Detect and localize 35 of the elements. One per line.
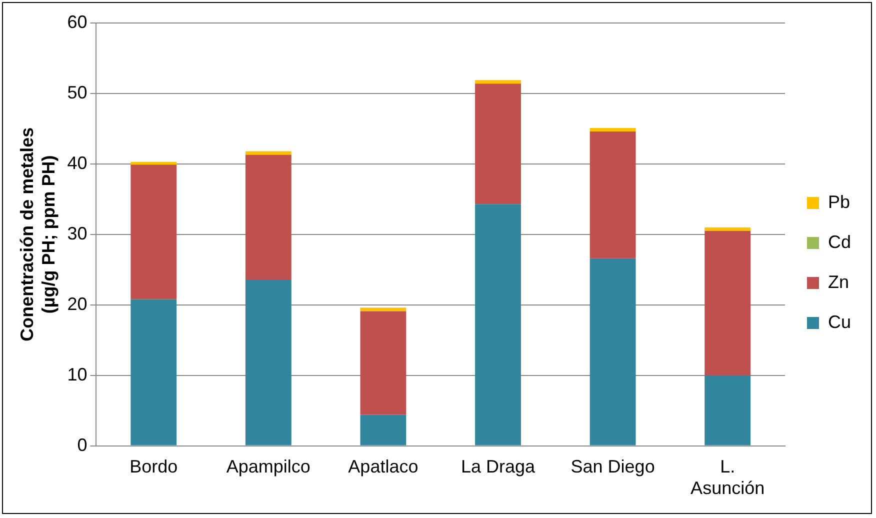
bar	[704, 227, 751, 231]
x-tick-label: La Draga	[460, 456, 536, 477]
x-tick-label: Apatlaco	[348, 456, 418, 477]
bar	[590, 258, 636, 446]
y-tick-label: 60	[67, 12, 88, 32]
legend-label: Cu	[828, 312, 852, 332]
x-tick-label: Bordo	[130, 456, 178, 477]
bar	[130, 164, 177, 300]
legend-label: Cd	[828, 232, 852, 252]
bar	[130, 299, 177, 446]
y-tick-label: 40	[67, 152, 88, 173]
y-tick-label: 0	[77, 434, 88, 455]
bar	[360, 311, 406, 415]
x-tick-label: San Diego	[570, 456, 655, 477]
y-tick-label: 50	[67, 82, 88, 102]
y-axis-title: Conentración de metales (µg/g PH; ppm PH)	[16, 127, 58, 342]
bar	[475, 84, 521, 204]
bar	[590, 132, 636, 258]
bar	[590, 128, 636, 132]
x-tick-label: Apampilco	[226, 456, 310, 477]
bar	[245, 154, 292, 280]
legend-label: Pb	[828, 192, 850, 212]
bar	[475, 204, 521, 446]
y-tick-label: 20	[67, 294, 88, 314]
bar	[245, 280, 292, 446]
legend-label: Zn	[828, 272, 850, 292]
bar	[704, 230, 751, 376]
y-tick-label: 10	[67, 364, 88, 384]
bar	[360, 308, 406, 312]
x-tick-label: L. Asunción	[690, 456, 765, 498]
bar	[704, 375, 751, 446]
bar	[475, 80, 521, 84]
y-tick-label: 30	[67, 223, 88, 244]
bar	[360, 414, 406, 446]
bar	[245, 151, 292, 155]
